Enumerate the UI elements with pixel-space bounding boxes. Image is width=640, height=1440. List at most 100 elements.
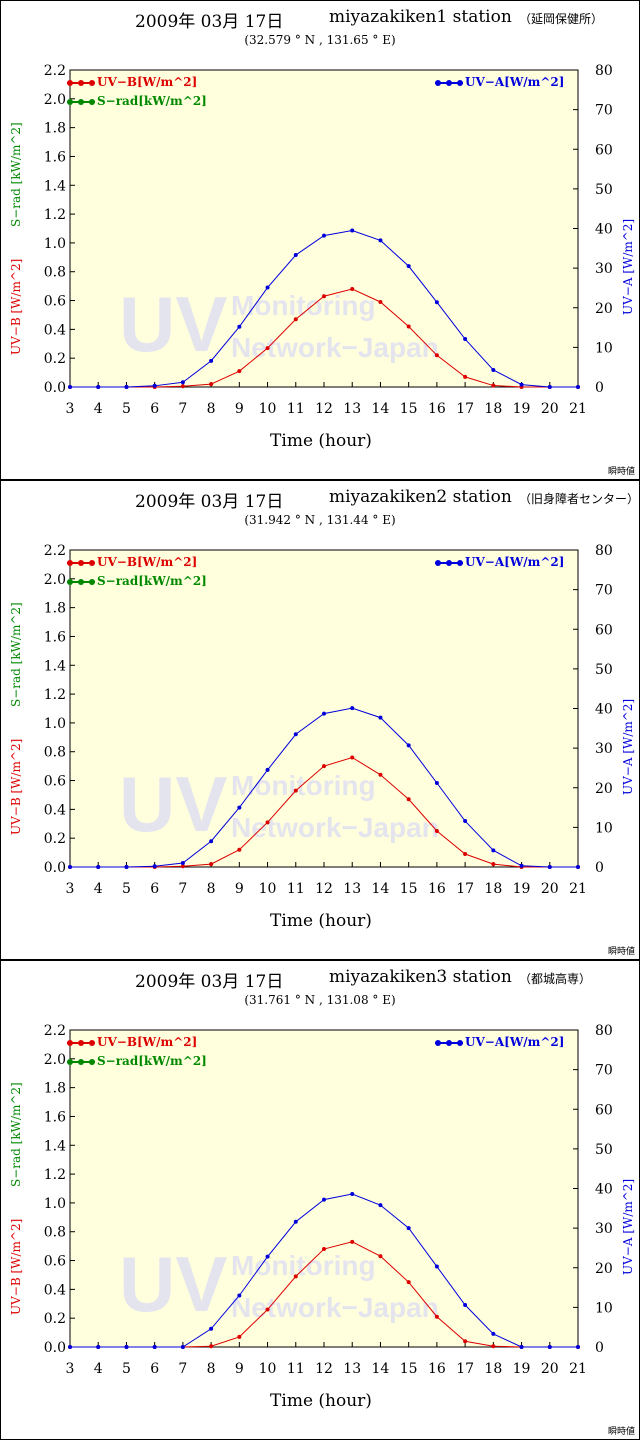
y-left-tick-label: 1.8 [44, 121, 66, 137]
legend-uvb-label: UV−B[W/m^2] [97, 555, 198, 569]
series-point-uva [519, 1345, 524, 1349]
legend-uva-marker [435, 558, 463, 568]
station-coords: (31.942 ° N , 131.44 ° E) [244, 513, 396, 527]
chart-title-row: 2009年 03月 17日 miyazakiken2 station （旧身障者… [1, 487, 639, 512]
x-tick-label: 15 [400, 881, 418, 897]
x-tick-label: 17 [456, 401, 474, 417]
y-left-tick-label: 0.6 [44, 774, 66, 790]
y-right-tick-label: 70 [595, 1063, 613, 1079]
y-left-tick-label: 0.0 [44, 860, 66, 876]
series-point-uva [434, 1264, 439, 1269]
y-right-tick-label: 10 [595, 340, 613, 356]
series-point-uva [237, 805, 242, 810]
y-left-tick-label: 1.8 [44, 1081, 66, 1097]
legend-srad: S−rad[kW/m^2] [67, 94, 207, 108]
series-point-uva [463, 337, 468, 342]
x-tick-label: 4 [94, 401, 103, 417]
legend-uvb: UV−B[W/m^2] [67, 555, 197, 569]
series-point-uva [124, 865, 129, 869]
y-right-tick-label: 60 [595, 142, 613, 158]
station-name: miyazakiken2 station [329, 487, 512, 507]
series-point-uva [576, 1345, 580, 1349]
series-point-uva [463, 1302, 468, 1307]
series-point-uva [152, 864, 157, 869]
y-left-tick-label: 1.6 [44, 629, 66, 645]
y-right-tick-label: 80 [595, 63, 613, 79]
chart-panel-1: 2009年 03月 17日 miyazakiken1 station （延岡保健… [0, 0, 640, 480]
x-tick-label: 20 [541, 881, 559, 897]
x-tick-label: 21 [569, 1361, 587, 1377]
series-point-uvb [293, 1274, 298, 1279]
x-tick-label: 16 [428, 881, 446, 897]
x-tick-label: 5 [122, 1361, 131, 1377]
x-tick-label: 5 [122, 401, 131, 417]
x-tick-label: 3 [66, 1361, 75, 1377]
series-point-uva [209, 358, 214, 363]
y-axis-label-uvb: UV−B [W/m^2] [9, 258, 23, 355]
watermark-line2: Network−Japan [231, 812, 439, 843]
x-axis-label: Time (hour) [270, 911, 372, 931]
series-point-uvb [406, 797, 411, 802]
y-left-tick-label: 0.4 [44, 1282, 66, 1298]
y-right-tick-label: 20 [595, 301, 613, 317]
series-point-uvb [322, 764, 326, 769]
series-point-uvb [491, 862, 496, 867]
y-left-tick-label: 0.8 [44, 1225, 66, 1241]
station-coords: (32.579 ° N , 131.65 ° E) [244, 33, 396, 47]
x-tick-label: 6 [150, 881, 159, 897]
series-point-uvb [406, 324, 411, 329]
x-tick-label: 13 [343, 401, 361, 417]
series-point-uva [547, 1345, 552, 1349]
series-point-uva [265, 1254, 270, 1259]
y-right-tick-label: 50 [595, 1142, 613, 1158]
legend-srad-marker [67, 97, 95, 107]
watermark-line1: Monitoring [231, 770, 376, 801]
chart-date: 2009年 03月 17日 [135, 972, 284, 992]
x-tick-label: 8 [207, 1361, 216, 1377]
series-point-uvb [293, 317, 298, 322]
legend-uva: UV−A[W/m^2] [435, 1035, 564, 1049]
chart-panel-3: 2009年 03月 17日 miyazakiken3 station （都城高専… [0, 960, 640, 1440]
x-tick-label: 15 [400, 401, 418, 417]
watermark-line2: Network−Japan [231, 332, 439, 363]
series-point-uvb [209, 382, 214, 387]
y-right-tick-label: 60 [595, 622, 613, 638]
series-point-uva [293, 1219, 298, 1224]
series-point-uva [406, 743, 411, 748]
y-axis-label-uva: UV−A [W/m^2] [621, 218, 635, 315]
x-tick-label: 10 [259, 881, 277, 897]
x-tick-label: 17 [456, 1361, 474, 1377]
site-name: （都城高専） [519, 972, 592, 986]
x-tick-label: 14 [372, 401, 390, 417]
series-point-uva [237, 324, 242, 329]
chart-title-row: 2009年 03月 17日 miyazakiken3 station （都城高専… [1, 967, 639, 992]
series-point-uva [322, 1197, 326, 1202]
x-tick-label: 9 [235, 881, 244, 897]
watermark: UV Monitoring Network−Japan [119, 280, 439, 368]
series-point-uva [350, 706, 355, 711]
y-left-tick-label: 1.6 [44, 149, 66, 165]
y-left-tick-label: 1.6 [44, 1109, 66, 1125]
legend-srad-label: S−rad[kW/m^2] [97, 574, 207, 588]
series-point-uva [96, 385, 101, 389]
y-left-tick-label: 0.4 [44, 802, 66, 818]
legend-uva-label: UV−A[W/m^2] [465, 75, 565, 89]
series-point-uva [406, 1226, 411, 1231]
y-left-tick-label: 1.2 [44, 1167, 66, 1183]
series-point-uvb [180, 864, 185, 869]
series-point-uva [293, 732, 298, 737]
y-left-tick-label: 1.0 [44, 716, 66, 732]
series-point-uvb [434, 828, 439, 833]
x-tick-label: 15 [400, 1361, 418, 1377]
x-tick-label: 11 [287, 881, 305, 897]
x-tick-label: 19 [513, 1361, 531, 1377]
x-tick-label: 8 [207, 881, 216, 897]
x-tick-label: 7 [178, 401, 187, 417]
x-tick-label: 6 [150, 1361, 159, 1377]
y-right-tick-label: 0 [595, 860, 604, 876]
legend-uva: UV−A[W/m^2] [435, 75, 564, 89]
y-left-tick-label: 1.4 [44, 178, 66, 194]
series-point-uvb [350, 755, 355, 760]
series-point-uva [180, 861, 185, 866]
